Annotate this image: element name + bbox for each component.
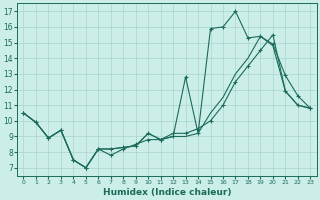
X-axis label: Humidex (Indice chaleur): Humidex (Indice chaleur) <box>103 188 231 197</box>
